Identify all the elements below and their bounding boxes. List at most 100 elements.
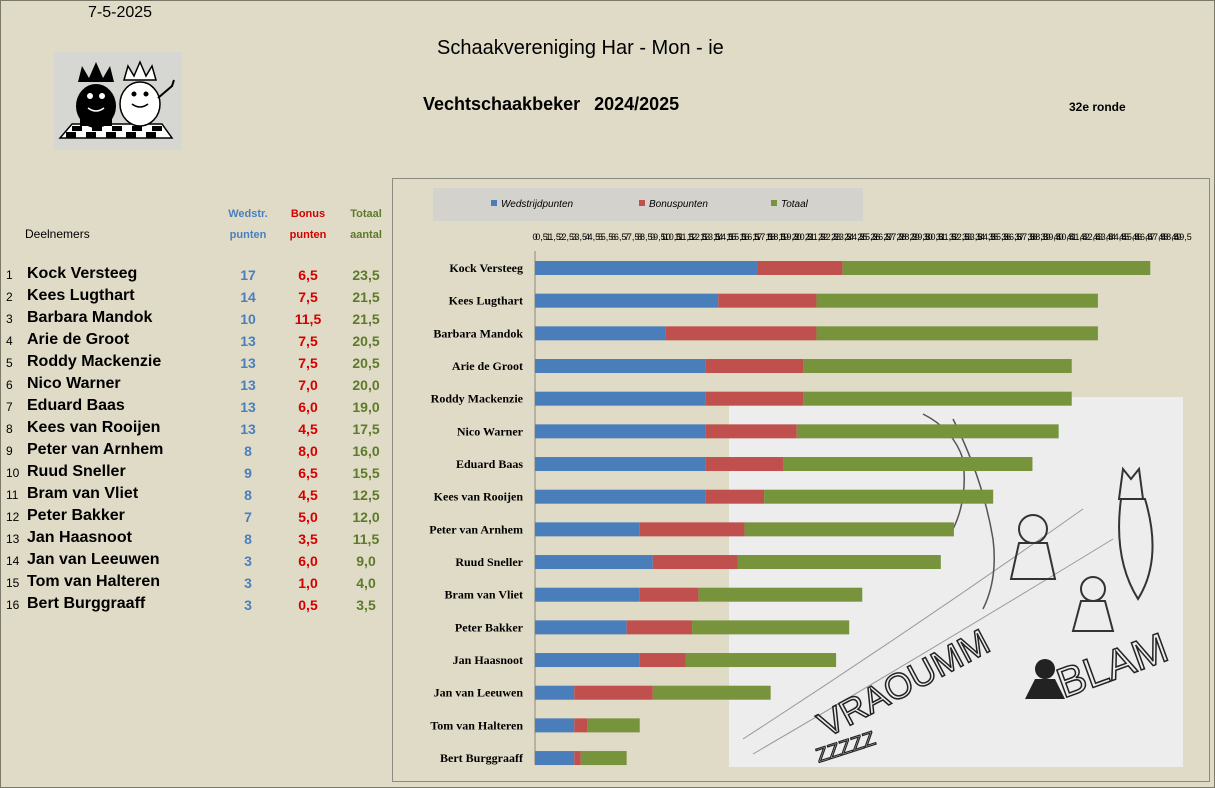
bar-segment	[535, 620, 627, 635]
totaal-value: 16,0	[352, 443, 380, 459]
bar-segment	[535, 522, 640, 537]
bar-segment	[705, 359, 804, 374]
category-label: Bram van Vliet	[445, 588, 523, 602]
totaal-value: 20,0	[352, 377, 380, 393]
x-tick-label: 4,5	[588, 232, 601, 242]
totaal-value: 20,5	[352, 333, 380, 349]
table-row: 7 Eduard Baas 13 6,0 19,0	[0, 396, 392, 418]
bar-segment	[796, 424, 1059, 439]
table-row: 14 Jan van Leeuwen 3 6,0 9,0	[0, 550, 392, 572]
x-tick-label: 25,5	[860, 232, 878, 242]
bonus-value: 4,5	[298, 421, 318, 437]
bonus-value: 7,0	[298, 377, 318, 393]
x-tick-label: 29	[910, 232, 920, 242]
x-tick-label: 30	[923, 232, 933, 242]
x-tick-label: 6	[611, 232, 616, 242]
table-row: 10 Ruud Sneller 9 6,5 15,5	[0, 462, 392, 484]
x-tick-label: 32	[949, 232, 959, 242]
wedstr-value: 13	[240, 399, 256, 415]
player-name: Bert Burggraaff	[27, 595, 146, 612]
table-row: 8 Kees van Rooijen 13 4,5 17,5	[0, 418, 392, 440]
round-label: 32e ronde	[1069, 100, 1126, 114]
rank: 4	[6, 334, 13, 348]
player-name: Barbara Mandok	[27, 309, 153, 326]
bar-segment	[574, 751, 581, 766]
rank: 3	[6, 312, 13, 326]
bar-segment	[535, 293, 719, 308]
table-row: 11 Bram van Vliet 8 4,5 12,5	[0, 484, 392, 506]
x-tick-label: 37,5	[1017, 232, 1035, 242]
bar-segment	[535, 751, 575, 766]
bar-segment	[639, 522, 745, 537]
category-label: Peter van Arnhem	[429, 522, 523, 536]
category-label: Kees van Rooijen	[434, 490, 524, 504]
x-tick-label: 26	[870, 232, 880, 242]
category-labels: Kock Versteeg Kees Lugthart Barbara Mandok…	[429, 261, 524, 765]
x-tick-label: 43	[1093, 232, 1103, 242]
x-tick-label: 1,5	[548, 232, 561, 242]
x-tick-label: 46,5	[1135, 232, 1153, 242]
x-tick-label: 10	[661, 232, 671, 242]
wedstr-value: 8	[244, 487, 252, 503]
x-tick-label: 29,5	[912, 232, 930, 242]
category-label: Bert Burggraaff	[440, 751, 524, 765]
rank: 9	[6, 444, 13, 458]
totaal-value: 21,5	[352, 311, 380, 327]
x-tick-label: 2,5	[561, 232, 574, 242]
bar-segment	[587, 718, 640, 733]
x-tick-label: 42	[1080, 232, 1090, 242]
totaal-value: 23,5	[352, 267, 380, 283]
bar-segment	[737, 555, 941, 570]
bar-segment	[535, 359, 706, 374]
player-name: Jan Haasnoot	[27, 529, 132, 546]
bar-segment	[698, 587, 863, 602]
totaal-value: 15,5	[352, 465, 380, 481]
wedstr-value: 3	[244, 553, 252, 569]
club-name: Schaakvereniging Har - Mon - ie	[437, 37, 724, 59]
rank: 7	[6, 400, 13, 414]
x-tick-label: 36	[1001, 232, 1011, 242]
bar-segment	[574, 685, 653, 700]
wedstr-value: 8	[244, 531, 252, 547]
x-tick-label: 46	[1132, 232, 1142, 242]
participants-label: Deelnemers	[25, 227, 90, 241]
bar-segment	[803, 391, 1072, 406]
bonus-value: 6,5	[298, 465, 318, 481]
wedstr-value: 9	[244, 465, 252, 481]
player-name: Nico Warner	[27, 375, 121, 392]
col-header-bonus: Bonus punten	[289, 208, 327, 241]
x-tick-label: 17	[753, 232, 763, 242]
x-tick-label: 9,5	[653, 232, 666, 242]
bar-segment	[764, 489, 994, 504]
player-name: Tom van Halteren	[27, 573, 161, 590]
x-tick-label: 4	[585, 232, 590, 242]
col-header-totaal: Totaal aantal	[350, 208, 382, 241]
x-tick-label: 47	[1145, 232, 1155, 242]
x-tick-label: 49,5	[1174, 232, 1192, 242]
chart-legend: Wedstrijdpunten Bonuspunten Totaal	[491, 199, 809, 210]
x-tick-label: 3	[572, 232, 577, 242]
bar-segment	[580, 751, 627, 766]
bonus-value: 6,0	[298, 553, 318, 569]
rank: 13	[6, 532, 20, 546]
x-tick-label: 17,5	[755, 232, 773, 242]
x-tick-label: 23	[831, 232, 841, 242]
x-tick-label: 21,5	[808, 232, 826, 242]
x-tick-label: 22,5	[821, 232, 839, 242]
x-tick-label: 12,5	[690, 232, 708, 242]
player-name: Peter van Arnhem	[27, 441, 164, 458]
bar-segment	[705, 424, 797, 439]
x-tick-label: 39,5	[1043, 232, 1061, 242]
x-tick-label: 27	[883, 232, 893, 242]
bonus-value: 7,5	[298, 333, 318, 349]
table-row: 2 Kees Lugthart 14 7,5 21,5	[0, 286, 392, 308]
x-tick-label: 8,5	[640, 232, 653, 242]
x-tick-label: 7,5	[627, 232, 640, 242]
x-tick-label: 23,5	[834, 232, 852, 242]
totaal-value: 12,0	[352, 509, 380, 525]
wedstr-value: 3	[244, 597, 252, 613]
x-tick-label: 18	[766, 232, 776, 242]
totaal-value: 20,5	[352, 355, 380, 371]
legend-box	[433, 188, 863, 221]
bar-segment	[535, 685, 575, 700]
